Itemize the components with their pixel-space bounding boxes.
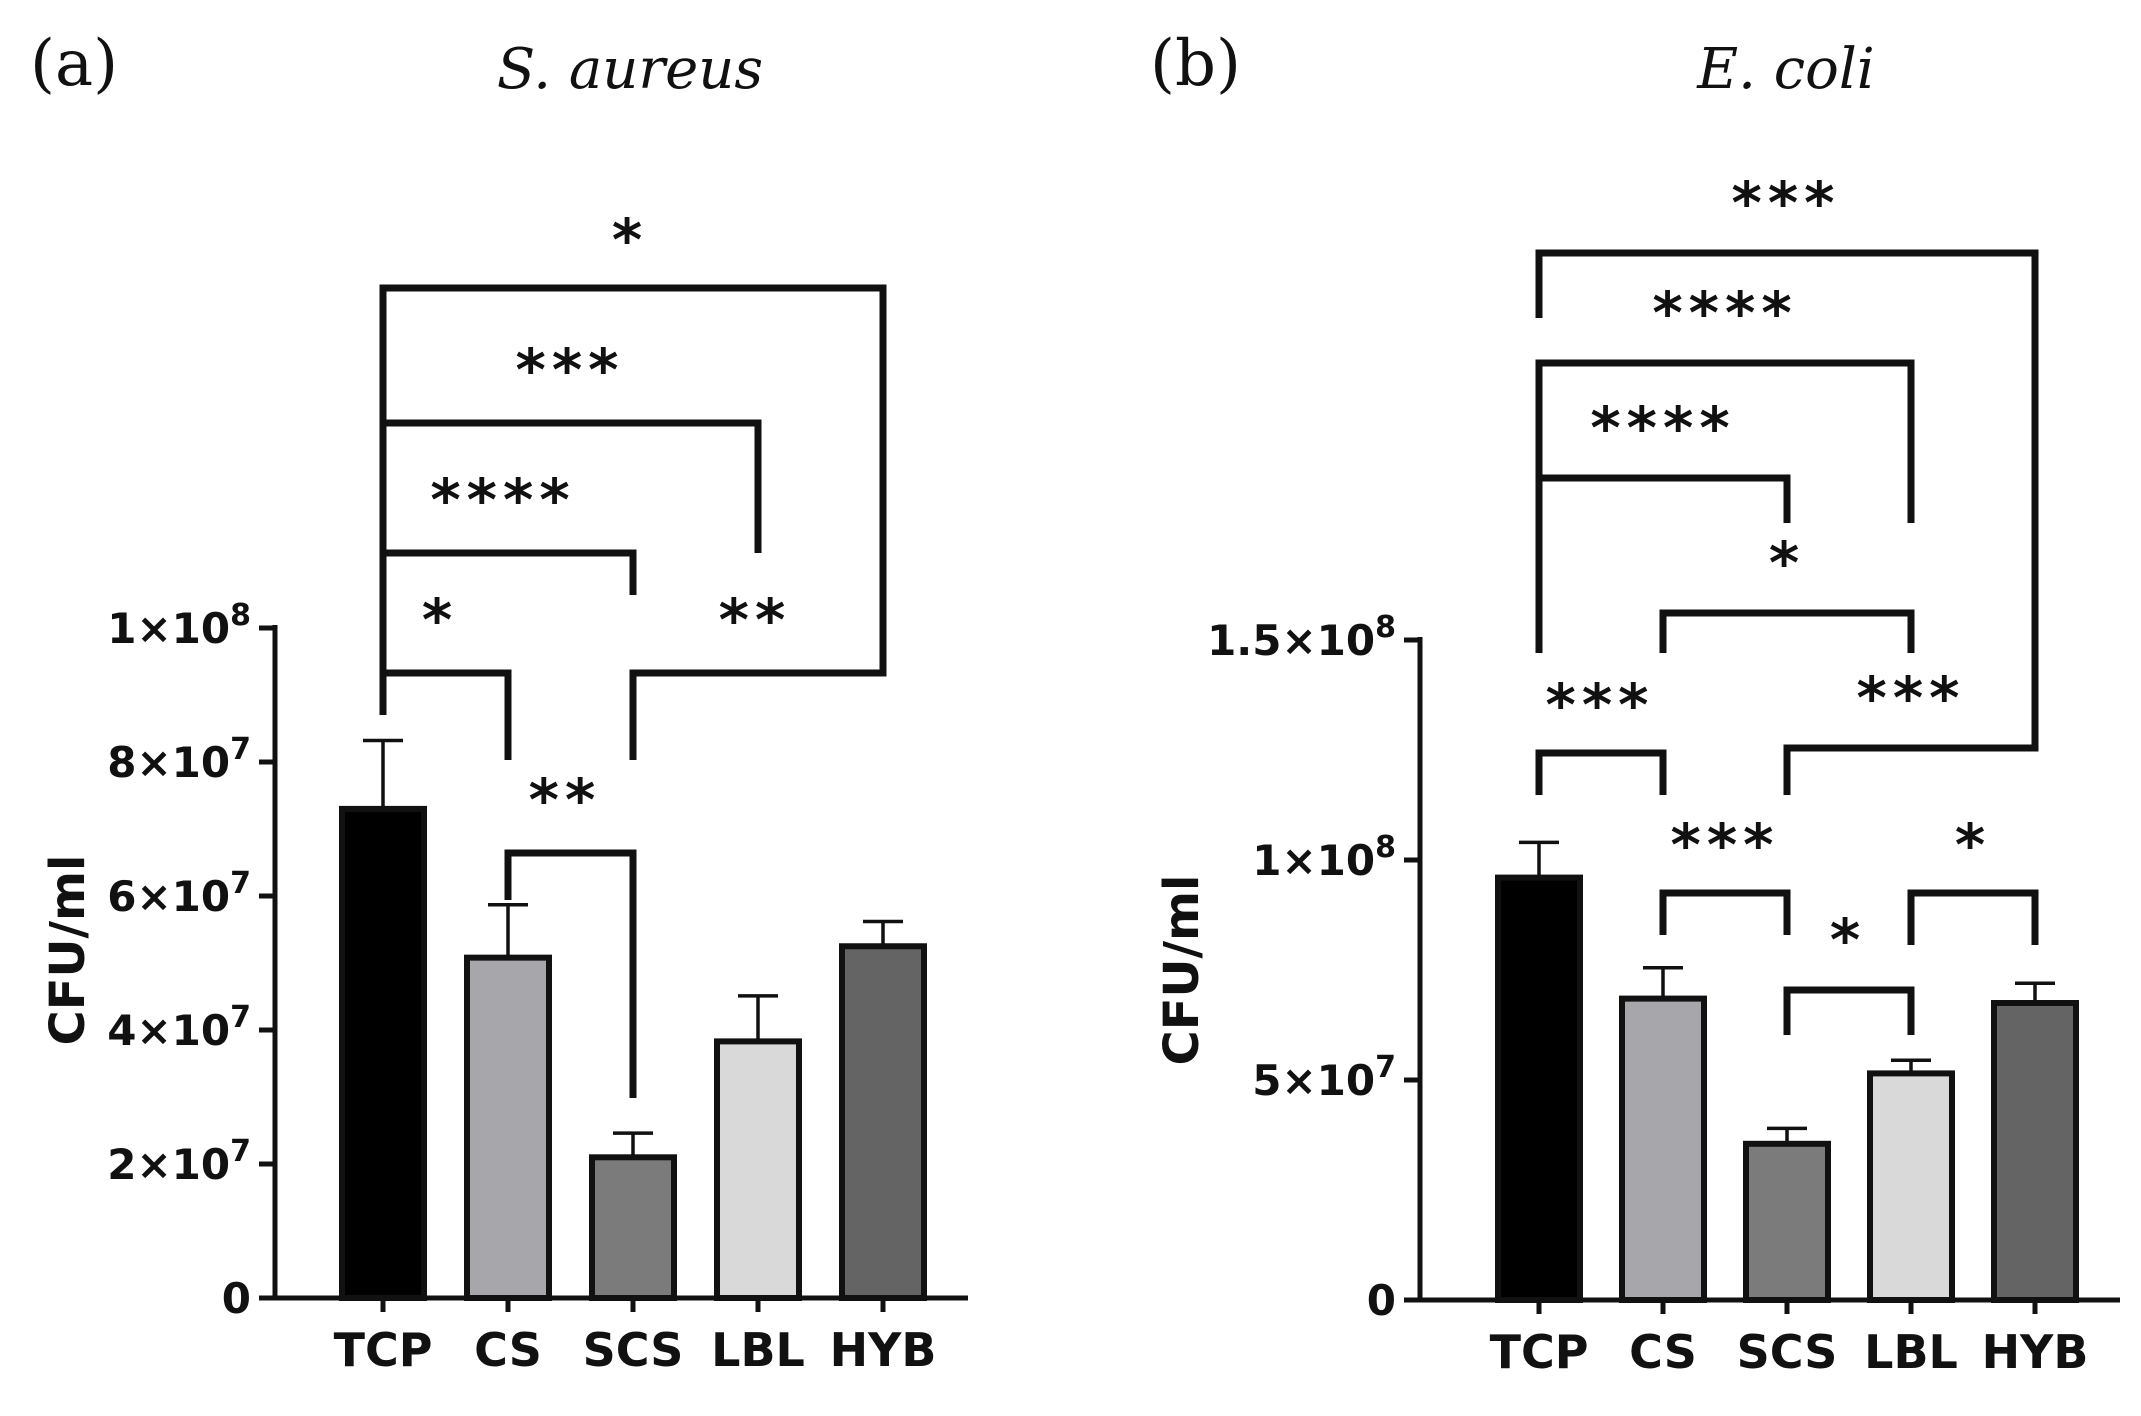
panel-a-y-tick-label: 6×107: [107, 866, 251, 921]
panel-a-significance-bracket: [379, 284, 887, 673]
panel-b-significance-label: *: [1830, 906, 1866, 974]
panel-a-category-label: LBL: [711, 1323, 805, 1377]
panel-b-significance-bracket: [1535, 359, 1915, 653]
panel-a-y-tick-label: 4×107: [107, 1000, 251, 1055]
panel-a-bar: [464, 954, 552, 1301]
panel-a-significance-bracket: [379, 549, 637, 673]
panel-b-bar: [1619, 995, 1707, 1303]
panel-a-category-label: HYB: [830, 1323, 937, 1377]
panel-a-category-label: CS: [474, 1323, 542, 1377]
panel-b-bar: [1743, 1140, 1831, 1304]
panel-b-significance-label: *: [1955, 811, 1991, 879]
panel-a-bar: [589, 1154, 677, 1302]
panel-a-letter: (a): [30, 27, 118, 101]
panel-b-significance-bracket: [1907, 889, 2039, 945]
panel-b-bar: [1991, 1000, 2079, 1303]
panel-b-category-label: SCS: [1737, 1325, 1838, 1379]
panel-b-significance-label: ***: [1546, 671, 1655, 739]
panel-a-marks: 0 2×107 4×107 6×107 8×107 1×108 TCP CS SCS LBL HYB…: [107, 206, 968, 1377]
panel-a-y-tick-label: 2×107: [107, 1134, 251, 1189]
panel-b-significance-bracket: [1659, 889, 1791, 935]
panel-a: (a) S. aureus CFU/ml 0 2×107 4×107 6×107 8×1…: [30, 27, 968, 1377]
panel-b-bar: [1867, 1070, 1955, 1304]
panel-b-y-axis-label: CFU/ml: [1154, 875, 1210, 1066]
panel-a-y-tick-label: 1×108: [107, 598, 251, 653]
panel-b-significance-label: ***: [1732, 169, 1841, 237]
panel-a-y-tick-label: 0: [222, 1274, 251, 1323]
panel-b-significance-bracket: [1659, 609, 1915, 653]
panel-b-category-label: TCP: [1490, 1325, 1589, 1379]
panel-a-category-label: SCS: [583, 1323, 684, 1377]
panel-a-bar: [339, 805, 427, 1302]
panel-b-significance-label: ***: [1857, 664, 1966, 732]
panel-a-significance-label: *: [422, 586, 458, 654]
panel-b-y-tick-label: 1×108: [1252, 830, 1396, 885]
panel-a-significance-label: ****: [430, 466, 575, 534]
panel-b-significance-bracket: [1783, 693, 2039, 795]
panel-a-bar: [839, 943, 927, 1301]
panel-a-significance-label: *: [612, 206, 648, 274]
panel-b-significance-bracket: [1535, 249, 2039, 693]
panel-a-bar: [714, 1038, 802, 1301]
panel-b-significance-bracket: [1535, 749, 1667, 795]
panel-a-significance-bracket: [379, 669, 512, 760]
panel-b-category-label: HYB: [1982, 1325, 2089, 1379]
panel-a-significance-label: **: [529, 766, 602, 834]
panel-b-y-tick-label: 0: [1367, 1276, 1396, 1325]
panel-b-category-label: CS: [1629, 1325, 1697, 1379]
panel-b-y-tick-label: 5×107: [1252, 1050, 1396, 1105]
panel-a-significance-label: **: [719, 586, 792, 654]
panel-a-y-tick-label: 8×107: [107, 732, 251, 787]
panel-b-significance-label: ***: [1671, 811, 1780, 879]
panel-a-category-label: TCP: [334, 1323, 433, 1377]
panel-b: (b) E. coli CFU/ml 0 5×107 1×108 1.5×108 TCP…: [1150, 27, 2120, 1379]
panel-b-significance-label: ****: [1652, 279, 1797, 347]
panel-b-bar: [1495, 874, 1583, 1303]
panel-a-significance-bracket: [629, 595, 887, 760]
panel-a-title: S. aureus: [497, 37, 763, 102]
panel-b-significance-label: ****: [1590, 394, 1735, 462]
panel-a-significance-bracket: [504, 849, 637, 1098]
panel-b-significance-label: *: [1769, 529, 1805, 597]
panel-b-letter: (b): [1150, 27, 1241, 101]
panel-b-title: E. coli: [1696, 37, 1874, 102]
panel-a-y-axis-label: CFU/ml: [40, 855, 96, 1046]
panel-b-y-tick-label: 1.5×108: [1207, 610, 1396, 665]
panel-a-significance-label: ***: [516, 336, 625, 404]
panel-b-significance-bracket: [1783, 986, 1915, 1035]
panel-b-category-label: LBL: [1864, 1325, 1958, 1379]
